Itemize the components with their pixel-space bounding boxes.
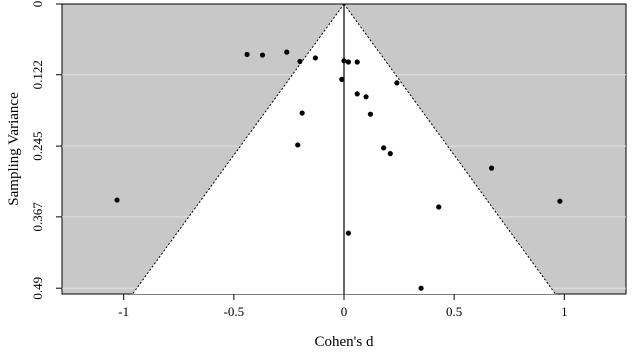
data-point <box>489 165 495 171</box>
data-point <box>312 55 318 61</box>
x-tick-label: 0 <box>341 304 348 319</box>
data-point <box>381 145 387 151</box>
y-tick-label: 0.367 <box>30 202 45 232</box>
y-tick-label: 0 <box>30 1 45 8</box>
x-tick-label: -0.5 <box>224 304 245 319</box>
data-point <box>299 110 305 116</box>
data-points <box>114 49 563 291</box>
data-point <box>345 230 352 236</box>
y-tick-label: 0.49 <box>30 277 45 300</box>
data-point <box>244 51 250 58</box>
data-point <box>259 52 266 58</box>
data-point <box>297 58 303 65</box>
data-point <box>354 91 360 97</box>
data-point <box>339 76 345 82</box>
y-axis-label: Sampling Variance <box>6 92 22 206</box>
data-point <box>345 59 352 65</box>
plot-area <box>61 3 627 295</box>
data-point <box>418 285 424 291</box>
y-tick-label: 0.245 <box>30 131 45 160</box>
data-point <box>114 197 120 203</box>
data-point <box>284 49 290 55</box>
data-point <box>341 58 347 64</box>
data-point <box>394 80 400 86</box>
y-tick-label: 0.122 <box>30 60 45 89</box>
data-point <box>387 151 393 157</box>
x-axis: -1 -0.5 0 0.5 1 <box>118 294 568 319</box>
data-point <box>557 198 563 204</box>
data-point <box>367 111 374 117</box>
data-point <box>295 142 301 148</box>
x-tick-label: 1 <box>561 304 568 319</box>
x-tick-label: -1 <box>118 304 129 319</box>
x-axis-label: Cohen's d <box>315 334 374 350</box>
y-axis: 0 0.122 0.245 0.367 0.49 <box>30 1 62 300</box>
data-point <box>354 59 360 65</box>
x-tick-label: 0.5 <box>446 304 462 319</box>
data-point <box>436 204 442 210</box>
data-point <box>363 94 369 100</box>
